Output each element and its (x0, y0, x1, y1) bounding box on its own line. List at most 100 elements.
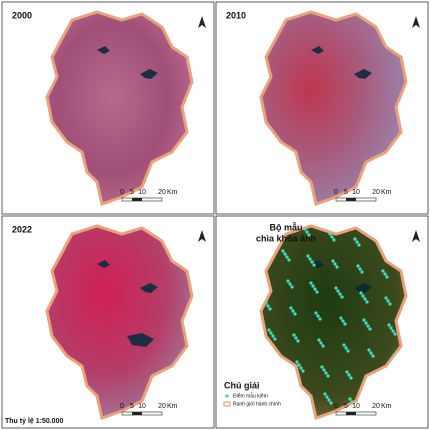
sample-point (299, 366, 302, 369)
sample-point (326, 374, 329, 377)
panel-title: Bộ mẫu (269, 222, 302, 232)
sample-point (386, 299, 389, 302)
sample-point (357, 243, 360, 246)
sample-point (388, 302, 391, 305)
sample-point (331, 259, 334, 262)
sample-point (283, 252, 286, 255)
sample-point (347, 373, 350, 376)
sample-point (268, 307, 271, 310)
sample-point (316, 314, 319, 317)
sample-point (295, 360, 298, 363)
scale-bar-body (132, 412, 142, 415)
scale-bar-body (346, 198, 356, 201)
scale-tick-label: 5 (130, 189, 134, 196)
sample-point (389, 326, 392, 329)
sample-point (339, 316, 342, 319)
sample-point (365, 300, 368, 303)
sample-point (385, 275, 388, 278)
sample-point (329, 401, 332, 404)
sample-point (266, 304, 269, 307)
sample-point (301, 369, 304, 372)
sample-point (296, 339, 299, 342)
scale-tick-label: 5 (130, 403, 134, 410)
sample-point (393, 332, 396, 335)
scale-tick-label: 20 (158, 189, 166, 196)
scale-tick-label: 5 (344, 403, 348, 410)
sample-point (286, 279, 289, 282)
year-label: 2000 (12, 10, 32, 20)
sample-point (311, 284, 314, 287)
sample-point (367, 348, 370, 351)
sample-point (297, 363, 300, 366)
map-panel: Bộ mẫuchìa khóa ảnh051020KmChú giảiĐiểm … (216, 216, 428, 428)
sample-point (321, 344, 324, 347)
sample-point (371, 354, 374, 357)
sample-point (310, 260, 313, 263)
scale-tick-label: 0 (120, 189, 124, 196)
sample-point (369, 351, 372, 354)
sample-point (271, 334, 274, 337)
sample-point (292, 333, 295, 336)
sample-point (338, 292, 341, 295)
sample-point (353, 237, 356, 240)
map-panel: 2010051020Km (216, 2, 428, 214)
sample-point (309, 281, 312, 284)
sample-point (289, 306, 292, 309)
sample-point (291, 309, 294, 312)
sample-point (391, 329, 394, 332)
scale-unit: Km (381, 403, 392, 410)
panel-title: chìa khóa ảnh (256, 233, 316, 243)
scale-tick-label: 10 (352, 403, 360, 410)
sample-point (344, 346, 347, 349)
sample-point (333, 262, 336, 265)
scale-bar-body (346, 412, 356, 415)
year-label: 2022 (12, 224, 32, 234)
sample-point (281, 249, 284, 252)
sample-point (318, 317, 321, 320)
sample-point (288, 282, 291, 285)
legend-title: Chú giải (224, 380, 260, 390)
sample-point (330, 235, 333, 238)
sample-point (362, 318, 365, 321)
sample-point (346, 349, 349, 352)
sample-point (384, 296, 387, 299)
sample-point (328, 232, 331, 235)
sample-point (359, 291, 362, 294)
sample-point (368, 327, 371, 330)
sample-point (287, 258, 290, 261)
sample-point (349, 376, 352, 379)
sample-point (335, 265, 338, 268)
sample-point (336, 289, 339, 292)
sample-point (332, 238, 335, 241)
sample-point (317, 338, 320, 341)
sample-point (322, 368, 325, 371)
scale-tick-label: 5 (344, 189, 348, 196)
sample-point (290, 285, 293, 288)
scale-tick-label: 0 (120, 403, 124, 410)
sample-point (285, 255, 288, 258)
sample-point (327, 398, 330, 401)
scale-tick-label: 10 (138, 189, 146, 196)
sample-point (306, 254, 309, 257)
sample-point (343, 322, 346, 325)
sample-point (340, 295, 343, 298)
sample-point (358, 267, 361, 270)
scale-tick-label: 10 (352, 189, 360, 196)
sample-point (324, 371, 327, 374)
sample-point (320, 365, 323, 368)
sample-point (364, 321, 367, 324)
legend-item: Điểm mẫu kiểm (233, 392, 268, 399)
scale-unit: Km (167, 403, 178, 410)
sample-point (314, 311, 317, 314)
scale-unit: Km (167, 189, 178, 196)
sample-point (366, 324, 369, 327)
scale-tick-label: 0 (334, 403, 338, 410)
sample-point (387, 323, 390, 326)
sample-point (383, 272, 386, 275)
sample-point (325, 395, 328, 398)
map-figure: 2000051020Km2010051020Km2022051020KmThu … (0, 0, 430, 430)
sample-point (323, 392, 326, 395)
scale-unit: Km (381, 189, 392, 196)
sample-point (267, 328, 270, 331)
